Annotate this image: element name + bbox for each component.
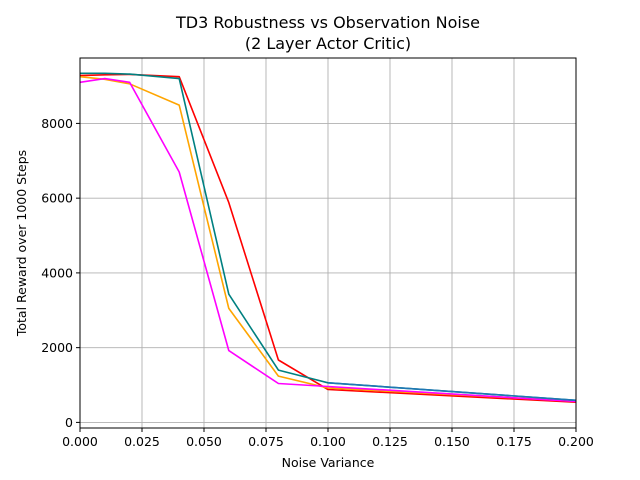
x-tick-label: 0.050 bbox=[186, 434, 222, 449]
series-line-4 bbox=[80, 72, 577, 402]
x-axis-label: Noise Variance bbox=[282, 455, 375, 470]
series-line-3 bbox=[79, 77, 577, 403]
series-line-5 bbox=[327, 382, 577, 402]
series-line-1 bbox=[79, 73, 577, 403]
plot-series bbox=[79, 72, 577, 403]
x-tick-label: 0.000 bbox=[62, 434, 98, 449]
axis-ticks: 0.000 0.025 0.050 0.075 0.100 0.125 0.150 0.175… bbox=[41, 116, 594, 449]
x-tick-label: 0.075 bbox=[248, 434, 284, 449]
x-tick-label: 0.025 bbox=[124, 434, 160, 449]
x-tick-label: 0.200 bbox=[558, 434, 594, 449]
x-tick-label: 0.100 bbox=[310, 434, 346, 449]
chart-title-line-1: TD3 Robustness vs Observation Noise bbox=[175, 13, 480, 32]
y-tick-label: 4000 bbox=[41, 265, 73, 280]
y-tick-label: 6000 bbox=[41, 191, 73, 206]
y-tick-label: 8000 bbox=[41, 116, 73, 131]
grid bbox=[79, 58, 577, 428]
y-tick-label: 2000 bbox=[41, 340, 73, 355]
x-tick-label: 0.150 bbox=[434, 434, 470, 449]
x-tick-label: 0.175 bbox=[496, 434, 532, 449]
y-tick-label: 0 bbox=[65, 415, 73, 430]
x-tick-label: 0.125 bbox=[372, 434, 408, 449]
y-axis-label: Total Reward over 1000 Steps bbox=[14, 150, 29, 337]
chart-title-line-2: (2 Layer Actor Critic) bbox=[245, 34, 411, 53]
